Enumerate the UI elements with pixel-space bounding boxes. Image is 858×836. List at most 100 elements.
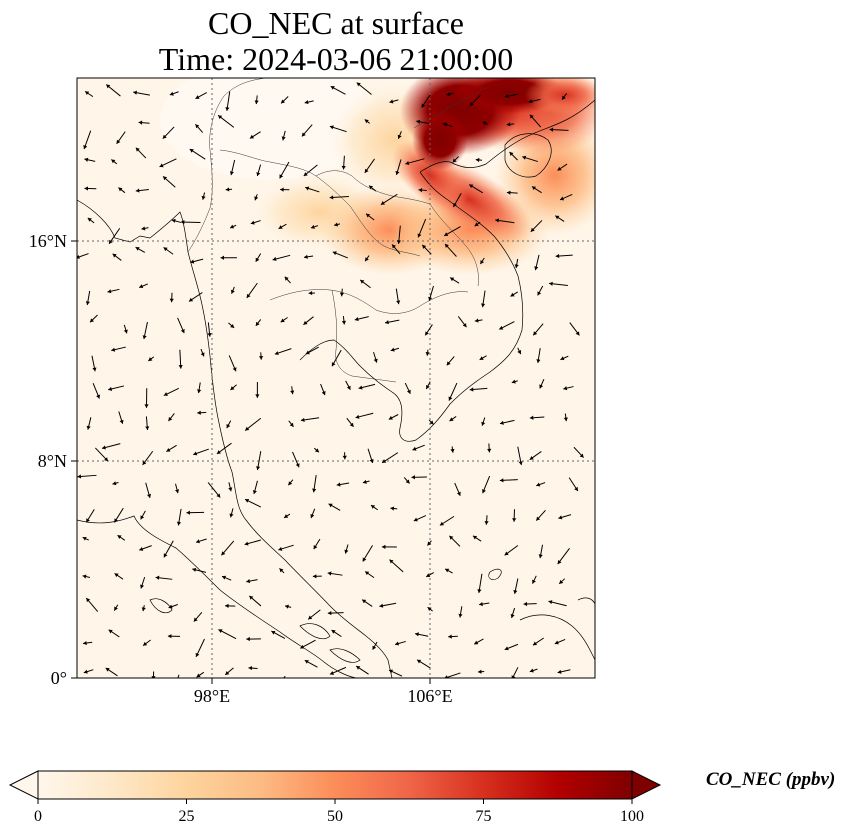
wind-vector-head (536, 516, 541, 521)
wind-vector-head (504, 646, 509, 651)
wind-vector-head (482, 489, 486, 494)
wind-vector-head (513, 589, 518, 594)
wind-vector-head (111, 347, 116, 352)
wind-vector-head (308, 290, 313, 296)
wind-vector-head (389, 559, 394, 564)
wind-vector-head (448, 396, 453, 401)
colorbar-max-extend (631, 770, 662, 800)
wind-vector-head (195, 95, 200, 99)
wind-vector-head (418, 188, 423, 193)
wind-vector-head (285, 604, 289, 609)
wind-vector-head (562, 95, 566, 100)
wind-vector-head (312, 488, 317, 493)
wind-vector-head (118, 187, 123, 192)
wind-vector-head (563, 386, 568, 391)
wind-vector-head (192, 567, 197, 572)
wind-vector-head (143, 641, 148, 646)
wind-vector-head (123, 329, 128, 334)
wind-vector-head (255, 394, 260, 398)
wind-vector-head (477, 669, 482, 674)
wind-vector-head (480, 259, 485, 265)
wind-vector-head (331, 630, 336, 634)
wind-vector-head (574, 486, 578, 492)
wind-vector-head (514, 264, 519, 269)
coastlines (77, 99, 595, 678)
wind-vector-head (289, 422, 294, 427)
wind-vector-head (557, 560, 562, 565)
wind-vector-head (336, 482, 341, 487)
wind-vector-head (232, 367, 237, 372)
wind-vector-head (533, 331, 538, 336)
wind-vector-head (549, 281, 553, 286)
wind-vector-head (304, 254, 308, 259)
wind-vector-head (305, 186, 310, 191)
wind-vector-head (281, 136, 286, 141)
wind-vector-head (279, 568, 284, 573)
wind-vector-head (538, 554, 543, 559)
wind-vector-head (250, 220, 255, 225)
wind-vector-head (201, 195, 206, 200)
wind-vector-head (417, 659, 422, 664)
wind-vector-head (246, 293, 251, 298)
wind-vector-head (392, 244, 396, 249)
wind-vector-head (82, 574, 87, 579)
wind-vector-head (83, 145, 88, 150)
wind-vector-head (442, 122, 447, 127)
wind-vector-head (446, 361, 451, 366)
wind-vector-head (487, 448, 492, 453)
lat-tick-label: 8°N (38, 451, 67, 471)
wind-vector-head (256, 172, 261, 177)
wind-vector-head (479, 356, 484, 360)
wind-vector-head (445, 568, 450, 573)
wind-vector-head (456, 491, 461, 496)
wind-vector-head (426, 384, 430, 389)
wind-vector-head (303, 172, 308, 176)
wind-vector-head (139, 546, 144, 551)
wind-vector-head (284, 276, 289, 281)
wind-vector-head (522, 155, 527, 160)
wind-vector-head (341, 320, 347, 325)
wind-vector-head (169, 91, 174, 96)
wind-vector-head (428, 296, 433, 301)
wind-vector-head (171, 218, 176, 223)
wind-vector-head (518, 461, 523, 466)
wind-vector-head (575, 331, 580, 336)
wind-vector-head (365, 257, 369, 262)
wind-vector-head (558, 515, 563, 520)
wind-vector-head (453, 202, 457, 208)
wind-vector-head (549, 127, 554, 132)
wind-vector-head (366, 213, 371, 218)
wind-vector-head (255, 321, 260, 326)
wind-vector-head (245, 426, 250, 431)
wind-vector-head (229, 513, 234, 518)
wind-vector-head (537, 291, 542, 296)
wind-vector-head (222, 575, 227, 580)
wind-vector-head (405, 479, 410, 484)
wind-vector-head (105, 667, 110, 672)
wind-vector-head (372, 645, 377, 650)
wind-vector-head (112, 481, 117, 486)
wind-vector-head (90, 318, 95, 323)
wind-vector-head (176, 521, 182, 526)
wind-vector-head (218, 629, 223, 633)
wind-vector-head (218, 115, 223, 120)
wind-vector-head (258, 356, 264, 360)
wind-vector-head (449, 417, 454, 422)
wind-vector-head (230, 386, 235, 391)
wind-vector-head (189, 149, 194, 153)
wind-vector-head (314, 448, 319, 453)
wind-vector-head (413, 517, 418, 522)
wind-vector-head (373, 358, 378, 363)
wind-vector-head (272, 687, 276, 691)
wind-vector-head (284, 514, 289, 518)
wind-vector-head (385, 320, 389, 325)
wind-vector-head (101, 445, 106, 450)
wind-vector-head (271, 630, 276, 635)
wind-vector-head (388, 415, 393, 420)
wind-vector-head (389, 99, 394, 104)
wind-vector-head (256, 466, 261, 471)
wind-vector-head (230, 289, 235, 294)
wind-vector-head (106, 84, 111, 89)
wind-vector-head (119, 419, 124, 424)
wind-vector-head (422, 244, 427, 249)
